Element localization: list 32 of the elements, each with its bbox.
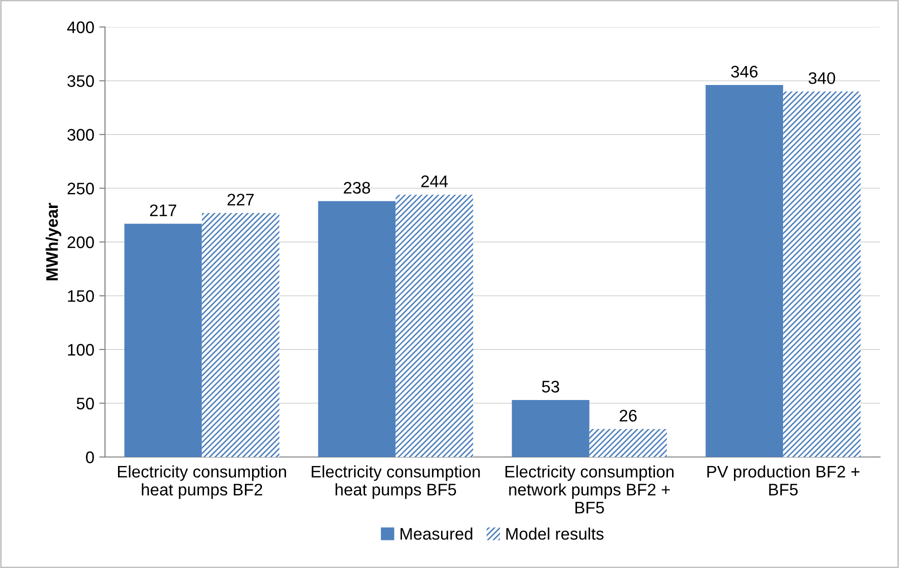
y-tick-label: 250 <box>68 182 94 194</box>
bar <box>396 194 474 457</box>
y-tick-label: 200 <box>68 236 94 248</box>
data-label: 53 <box>542 380 560 393</box>
data-label: 26 <box>620 410 637 422</box>
data-label: 346 <box>731 66 758 78</box>
bar <box>706 85 784 457</box>
y-tick-label: 150 <box>68 290 94 302</box>
data-label: 227 <box>228 194 254 206</box>
x-tick-label: Electricity consumption network pumps BF2 + BF5 <box>506 465 674 514</box>
x-tick-label: Electricity consumption heat pumps BF5 <box>312 465 480 499</box>
x-tick-label: Electricity consumption heat pumps BF2 <box>118 465 286 499</box>
data-label: 217 <box>150 204 176 216</box>
y-axis-title: MWh/year <box>46 202 62 280</box>
bar <box>318 201 396 457</box>
y-tick-label: 50 <box>76 398 94 410</box>
y-tick-label: 100 <box>68 344 94 356</box>
data-label: 340 <box>808 72 836 84</box>
x-tick-label: PV production BF2 + BF5 <box>707 465 860 496</box>
legend-label: Model results <box>506 528 604 540</box>
y-tick-label: 0 <box>86 451 94 464</box>
data-label: 244 <box>421 175 448 188</box>
y-tick-label: 400 <box>67 21 94 34</box>
y-tick-label: 350 <box>67 75 94 87</box>
bar <box>202 212 280 457</box>
bar <box>124 224 202 457</box>
data-label: 238 <box>344 182 370 194</box>
bar <box>512 400 590 457</box>
bar <box>589 429 667 457</box>
y-tick-label: 300 <box>67 128 94 141</box>
legend-label: Measured <box>400 528 472 540</box>
bar <box>783 92 861 457</box>
